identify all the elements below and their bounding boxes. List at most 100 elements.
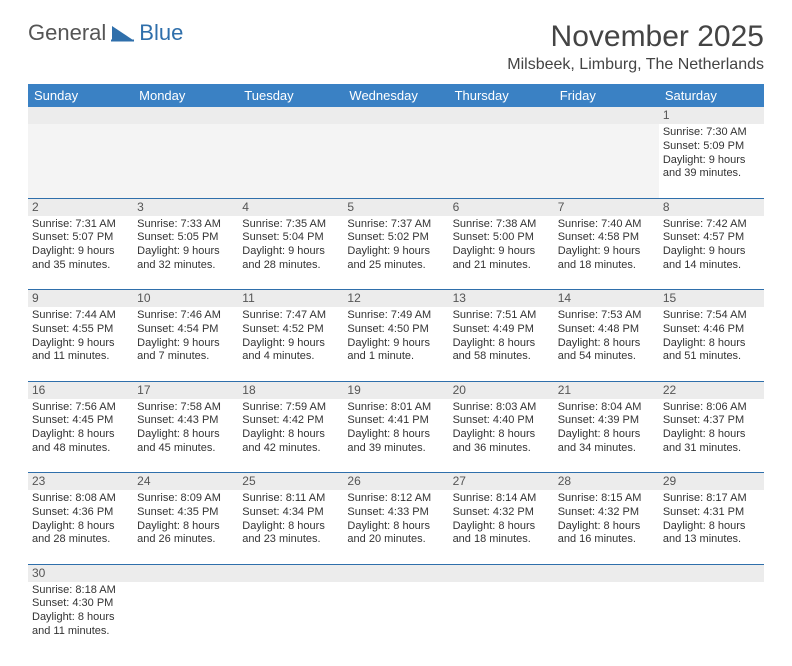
day-cell: Sunrise: 8:18 AMSunset: 4:30 PMDaylight:…	[28, 582, 133, 656]
sunrise-text: Sunrise: 7:35 AM	[242, 218, 339, 232]
daylight-text: and 7 minutes.	[137, 350, 234, 364]
day-cell: Sunrise: 8:15 AMSunset: 4:32 PMDaylight:…	[554, 490, 659, 564]
day-cell	[133, 124, 238, 198]
sunset-text: Sunset: 4:30 PM	[32, 597, 129, 611]
day-cell: Sunrise: 8:01 AMSunset: 4:41 PMDaylight:…	[343, 399, 448, 473]
day-number-cell: 7	[554, 198, 659, 216]
week-number-row: 9101112131415	[28, 290, 764, 308]
day-number-cell: 30	[28, 564, 133, 582]
day-number: 9	[32, 290, 129, 306]
day-number: 18	[242, 382, 339, 398]
day-cell: Sunrise: 7:44 AMSunset: 4:55 PMDaylight:…	[28, 307, 133, 381]
sunrise-text: Sunrise: 7:49 AM	[347, 309, 444, 323]
daylight-text: and 20 minutes.	[347, 533, 444, 547]
sunset-text: Sunset: 4:41 PM	[347, 414, 444, 428]
week-number-row: 1	[28, 107, 764, 124]
week-number-row: 2345678	[28, 198, 764, 216]
daylight-text: and 36 minutes.	[453, 442, 550, 456]
daylight-text: and 14 minutes.	[663, 259, 760, 273]
sunset-text: Sunset: 4:46 PM	[663, 323, 760, 337]
sunrise-text: Sunrise: 7:54 AM	[663, 309, 760, 323]
day-number: 29	[663, 473, 760, 489]
daylight-text: Daylight: 9 hours	[663, 245, 760, 259]
day-cell	[449, 124, 554, 198]
logo-text-2: Blue	[139, 20, 183, 46]
day-cell: Sunrise: 7:49 AMSunset: 4:50 PMDaylight:…	[343, 307, 448, 381]
week-number-row: 16171819202122	[28, 381, 764, 399]
day-cell: Sunrise: 7:33 AMSunset: 5:05 PMDaylight:…	[133, 216, 238, 290]
day-number-cell: 4	[238, 198, 343, 216]
sunrise-text: Sunrise: 7:40 AM	[558, 218, 655, 232]
daylight-text: and 26 minutes.	[137, 533, 234, 547]
day-cell: Sunrise: 7:53 AMSunset: 4:48 PMDaylight:…	[554, 307, 659, 381]
day-cell: Sunrise: 7:38 AMSunset: 5:00 PMDaylight:…	[449, 216, 554, 290]
day-number: 10	[137, 290, 234, 306]
sunset-text: Sunset: 5:04 PM	[242, 231, 339, 245]
daylight-text: and 58 minutes.	[453, 350, 550, 364]
day-number: 8	[663, 199, 760, 215]
day-cell: Sunrise: 7:56 AMSunset: 4:45 PMDaylight:…	[28, 399, 133, 473]
day-cell	[554, 582, 659, 656]
day-cell: Sunrise: 8:09 AMSunset: 4:35 PMDaylight:…	[133, 490, 238, 564]
daylight-text: Daylight: 9 hours	[663, 154, 760, 168]
sunset-text: Sunset: 4:42 PM	[242, 414, 339, 428]
week-row: Sunrise: 7:56 AMSunset: 4:45 PMDaylight:…	[28, 399, 764, 473]
sunrise-text: Sunrise: 8:11 AM	[242, 492, 339, 506]
daylight-text: and 45 minutes.	[137, 442, 234, 456]
sunrise-text: Sunrise: 8:12 AM	[347, 492, 444, 506]
daylight-text: and 11 minutes.	[32, 625, 129, 639]
sunrise-text: Sunrise: 7:46 AM	[137, 309, 234, 323]
weekday-header: Friday	[554, 84, 659, 107]
day-number: 25	[242, 473, 339, 489]
day-number-cell: 19	[343, 381, 448, 399]
daylight-text: and 28 minutes.	[242, 259, 339, 273]
daylight-text: and 13 minutes.	[663, 533, 760, 547]
sunset-text: Sunset: 4:33 PM	[347, 506, 444, 520]
week-number-row: 30	[28, 564, 764, 582]
day-number: 24	[137, 473, 234, 489]
sunrise-text: Sunrise: 8:18 AM	[32, 584, 129, 598]
day-number-cell: 15	[659, 290, 764, 308]
week-row: Sunrise: 7:31 AMSunset: 5:07 PMDaylight:…	[28, 216, 764, 290]
calendar-table: Sunday Monday Tuesday Wednesday Thursday…	[28, 84, 764, 656]
weekday-header: Thursday	[449, 84, 554, 107]
day-number-cell: 12	[343, 290, 448, 308]
daylight-text: and 21 minutes.	[453, 259, 550, 273]
daylight-text: and 34 minutes.	[558, 442, 655, 456]
daylight-text: Daylight: 8 hours	[558, 520, 655, 534]
sunset-text: Sunset: 4:43 PM	[137, 414, 234, 428]
daylight-text: Daylight: 9 hours	[347, 245, 444, 259]
day-cell: Sunrise: 8:04 AMSunset: 4:39 PMDaylight:…	[554, 399, 659, 473]
daylight-text: Daylight: 9 hours	[453, 245, 550, 259]
day-number-cell: 23	[28, 473, 133, 491]
sunset-text: Sunset: 4:49 PM	[453, 323, 550, 337]
sunrise-text: Sunrise: 7:33 AM	[137, 218, 234, 232]
sunset-text: Sunset: 4:48 PM	[558, 323, 655, 337]
sunset-text: Sunset: 5:02 PM	[347, 231, 444, 245]
day-number-cell: 17	[133, 381, 238, 399]
sunset-text: Sunset: 5:00 PM	[453, 231, 550, 245]
daylight-text: Daylight: 8 hours	[453, 337, 550, 351]
weekday-header: Saturday	[659, 84, 764, 107]
daylight-text: and 18 minutes.	[453, 533, 550, 547]
sunrise-text: Sunrise: 8:03 AM	[453, 401, 550, 415]
day-number-cell: 10	[133, 290, 238, 308]
day-cell: Sunrise: 7:31 AMSunset: 5:07 PMDaylight:…	[28, 216, 133, 290]
day-number: 27	[453, 473, 550, 489]
day-number: 3	[137, 199, 234, 215]
day-cell: Sunrise: 8:14 AMSunset: 4:32 PMDaylight:…	[449, 490, 554, 564]
daylight-text: Daylight: 8 hours	[347, 428, 444, 442]
day-number-cell: 1	[659, 107, 764, 124]
sunset-text: Sunset: 4:52 PM	[242, 323, 339, 337]
weekday-header-row: Sunday Monday Tuesday Wednesday Thursday…	[28, 84, 764, 107]
day-cell: Sunrise: 8:11 AMSunset: 4:34 PMDaylight:…	[238, 490, 343, 564]
day-cell	[133, 582, 238, 656]
day-number: 7	[558, 199, 655, 215]
sunrise-text: Sunrise: 8:04 AM	[558, 401, 655, 415]
day-number-cell: 26	[343, 473, 448, 491]
daylight-text: Daylight: 9 hours	[558, 245, 655, 259]
week-row: Sunrise: 8:08 AMSunset: 4:36 PMDaylight:…	[28, 490, 764, 564]
daylight-text: and 1 minute.	[347, 350, 444, 364]
day-number-cell	[449, 564, 554, 582]
sunset-text: Sunset: 4:37 PM	[663, 414, 760, 428]
